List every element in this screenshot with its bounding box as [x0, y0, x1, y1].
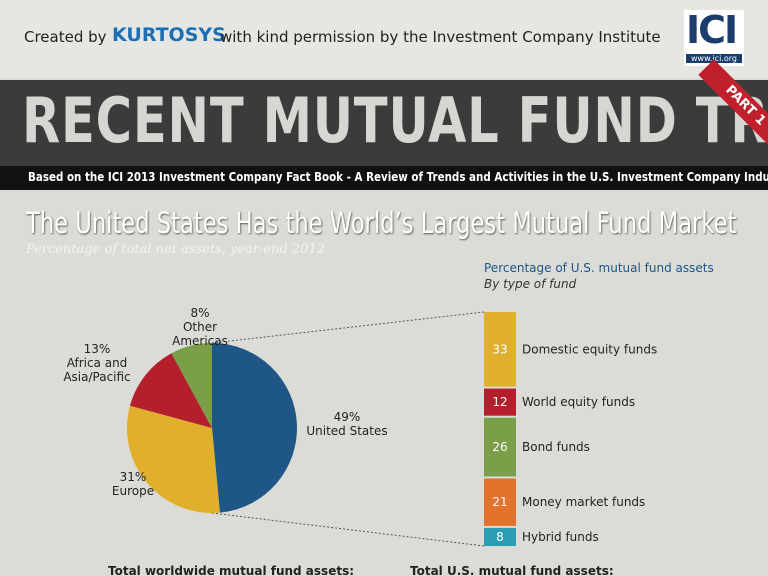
- logo-url: www.ici.org: [686, 54, 742, 63]
- section-subtitle: Percentage of total net assets, year-end…: [26, 242, 325, 257]
- brand: KURTOSYS: [112, 24, 226, 46]
- bar-segment: [484, 388, 516, 416]
- connector: [211, 311, 485, 344]
- bar-segment: [484, 417, 516, 477]
- pie-slice: [129, 353, 212, 428]
- bar-subtitle: By type of fund: [484, 277, 577, 291]
- footer-right: Total U.S. mutual fund assets:: [410, 564, 614, 576]
- banner: [0, 80, 768, 166]
- slice-label: Europe: [111, 484, 155, 498]
- slice-value: 49%: [333, 410, 361, 424]
- slice-label: Africa and Asia/Pacific: [63, 356, 131, 384]
- slice-label: Other Americas: [172, 320, 228, 348]
- slice-label: United States: [306, 424, 388, 438]
- segment-label: Domestic equity funds: [522, 342, 657, 356]
- logo: ICI: [686, 8, 738, 52]
- segment-label: Bond funds: [522, 440, 590, 454]
- permission: with kind permission by the Investment C…: [220, 28, 661, 46]
- bar-segment: [484, 478, 516, 526]
- section-title: The United States Has the World’s Larges…: [26, 206, 737, 240]
- segment-label: Money market funds: [522, 495, 645, 509]
- footer-left: Total worldwide mutual fund assets:: [108, 564, 355, 576]
- segment-value: 21: [492, 495, 507, 509]
- banner-title: RECENT MUTUAL FUND TRENDS: [22, 84, 768, 157]
- connector: [211, 512, 485, 547]
- pie-slice: [126, 405, 220, 513]
- top-strip: [0, 0, 768, 78]
- bar-segment: [484, 527, 516, 546]
- banner-subtitle: Based on the ICI 2013 Investment Company…: [28, 170, 768, 184]
- bar-title: Percentage of U.S. mutual fund assets: [484, 261, 714, 275]
- slice-value: 31%: [119, 470, 147, 484]
- segment-label: Hybrid funds: [522, 530, 599, 544]
- segment-label: World equity funds: [522, 395, 635, 409]
- segment-value: 33: [492, 342, 507, 356]
- slice-value: 13%: [83, 342, 111, 356]
- subtitle-strip: [0, 166, 768, 190]
- pie-slice: [212, 343, 297, 513]
- created-by: Created by: [24, 28, 107, 46]
- segment-value: 12: [492, 395, 507, 409]
- slice-value: 8%: [190, 306, 210, 320]
- pie-slice: [171, 343, 212, 428]
- segment-value: 26: [492, 440, 507, 454]
- bar-segment: [484, 312, 516, 387]
- segment-value: 8: [496, 530, 504, 544]
